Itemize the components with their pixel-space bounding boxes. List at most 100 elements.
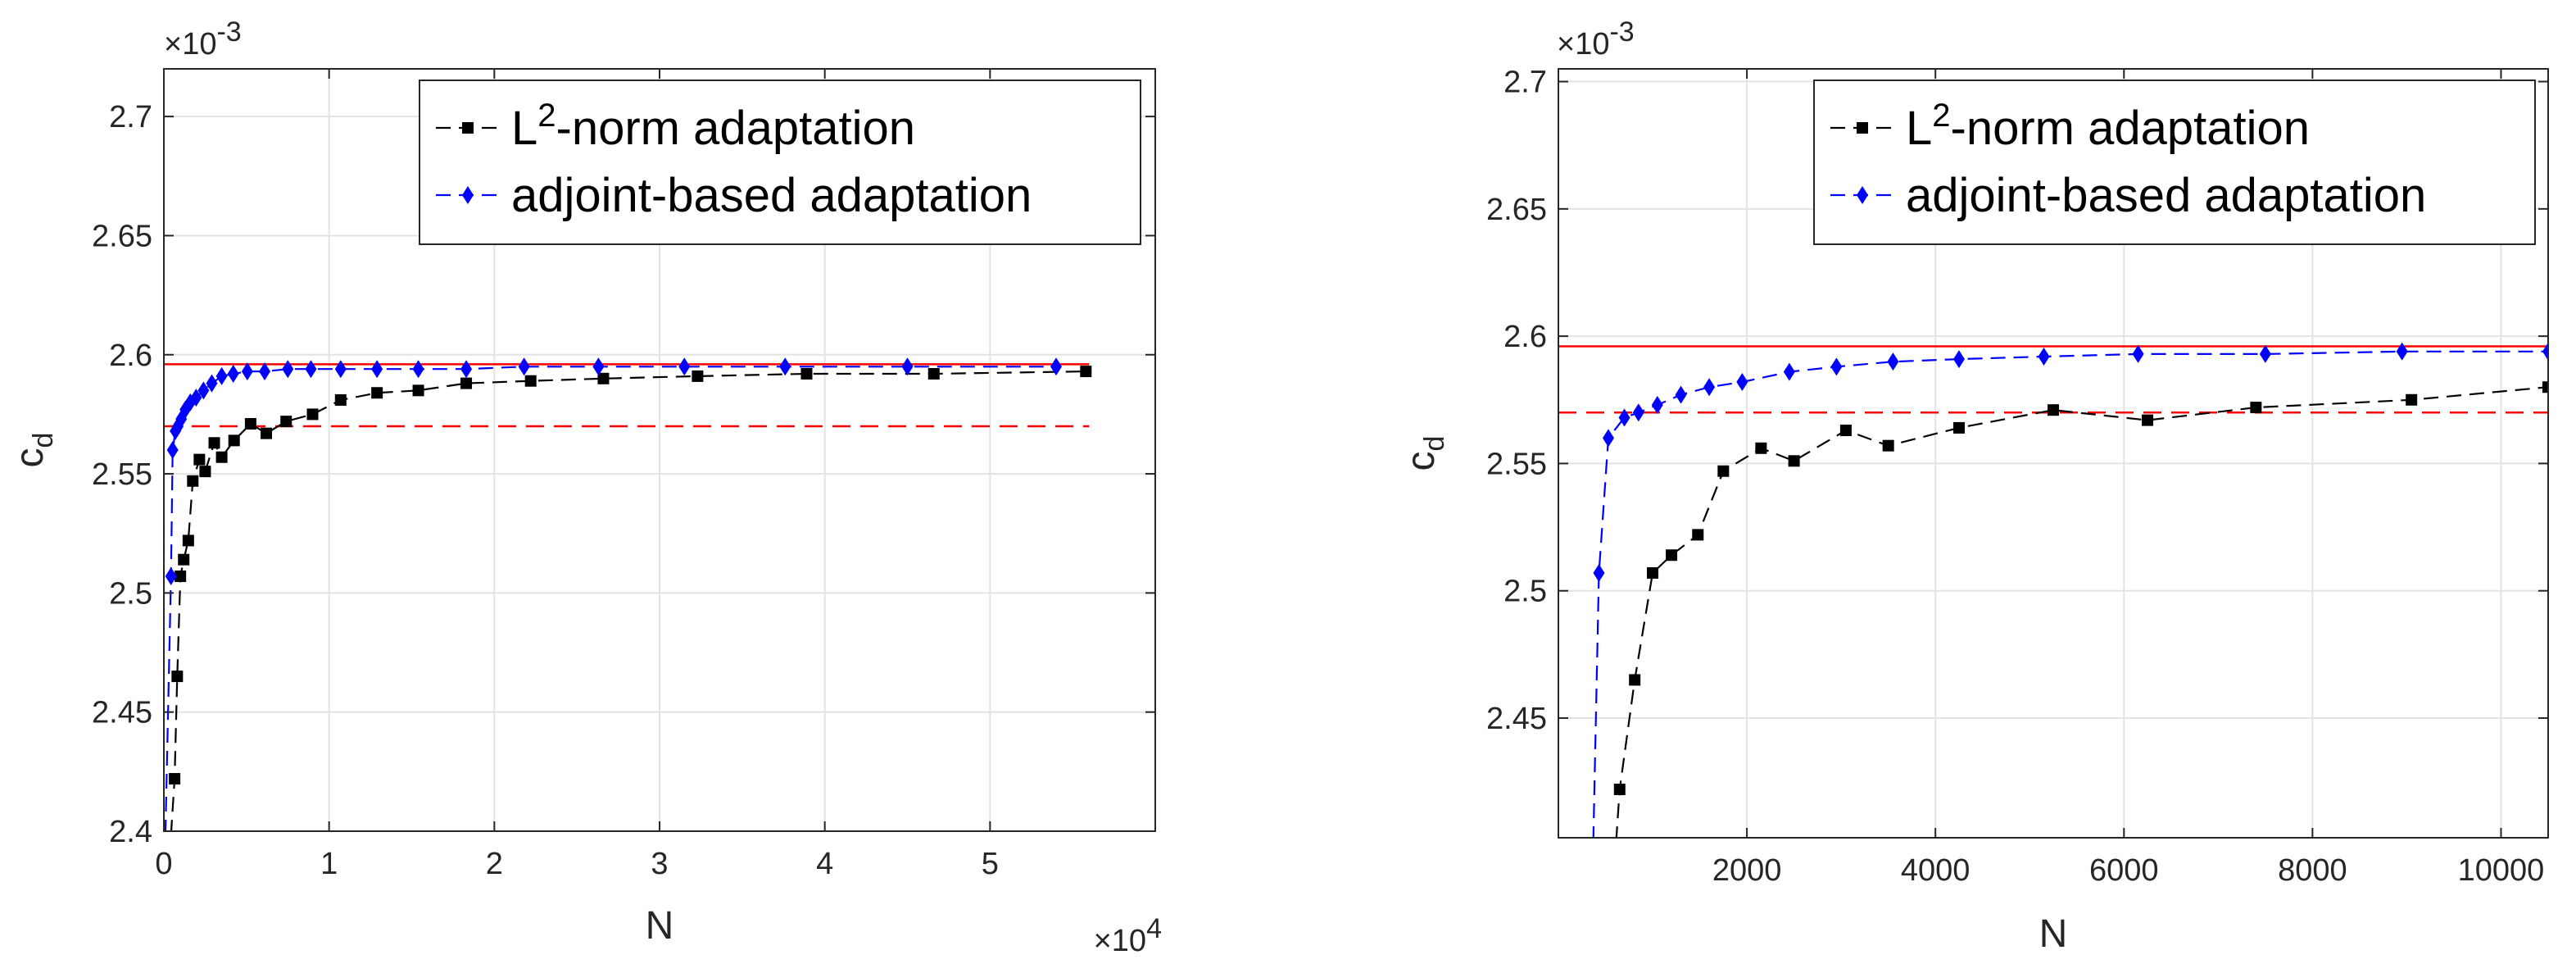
data-point-square <box>199 466 211 478</box>
legend-label: adjoint-based adaptation <box>1906 169 2426 222</box>
series-l2-norm <box>169 366 1092 831</box>
y-multiplier: ×10-3 <box>1557 16 1635 61</box>
x-tick-label: 5 <box>982 847 999 881</box>
data-point-square <box>1692 529 1704 541</box>
data-point-diamond <box>1602 429 1614 448</box>
data-point-square <box>597 372 610 384</box>
data-point-diamond <box>215 366 228 385</box>
y-tick-label: 2.45 <box>1486 702 1547 736</box>
x-axis-label: N <box>646 904 674 948</box>
data-point-diamond <box>2396 342 2408 361</box>
x-multiplier: ×104 <box>1094 913 1162 958</box>
data-point-diamond <box>282 360 294 379</box>
x-tick-label: 4000 <box>1901 853 1971 888</box>
y-tick-label: 2.6 <box>109 339 152 373</box>
data-point-square <box>208 437 220 449</box>
data-point-square <box>182 534 194 547</box>
y-multiplier: ×10-3 <box>164 16 242 61</box>
data-point-diamond <box>412 360 424 379</box>
legend-item: L2-norm adaptation <box>436 98 915 155</box>
x-tick-label: 0 <box>155 847 172 881</box>
legend-item: L2-norm adaptation <box>1830 98 2310 155</box>
y-tick-label: 2.4 <box>109 815 152 849</box>
x-axis-label: N <box>2039 912 2068 956</box>
data-point-square <box>2542 381 2548 393</box>
data-point-square <box>193 453 206 466</box>
data-point-square <box>800 368 813 380</box>
x-tick-label: 1 <box>320 847 338 881</box>
x-axis-ticks: 0 1 2 3 4 5 <box>155 69 999 881</box>
data-point-square <box>244 418 256 430</box>
data-point-diamond <box>166 441 179 459</box>
y-axis-label: cd <box>8 433 59 468</box>
data-point-square <box>1629 674 1641 686</box>
legend-marker-square <box>462 122 474 134</box>
data-point-diamond <box>2132 344 2144 363</box>
data-point-square <box>2142 414 2154 426</box>
data-point-diamond <box>779 357 791 376</box>
legend: L2-norm adaptation adjoint-based adaptati… <box>419 80 1141 245</box>
data-point-diamond <box>1593 563 1605 582</box>
y-tick-label: 2.65 <box>1486 193 1547 227</box>
data-point-diamond <box>2038 347 2050 366</box>
y-axis-label: cd <box>1399 436 1450 471</box>
data-point-square <box>1666 549 1678 562</box>
chart-1: 0 1 2 3 4 5 2.4 2.45 2.5 2.55 2.6 2.65 2.7 Ncd ×10-3 ×1… <box>8 16 1162 958</box>
data-point-square <box>334 393 347 406</box>
data-point-diamond <box>1887 352 1899 371</box>
data-point-square <box>460 377 473 389</box>
legend-box <box>1813 80 2536 245</box>
x-tick-label: 4 <box>816 847 833 881</box>
data-point-diamond <box>678 357 691 376</box>
legend: L2-norm adaptation adjoint-based adaptati… <box>1813 80 2536 245</box>
data-point-diamond <box>1952 350 1965 369</box>
data-point-square <box>2250 402 2262 414</box>
legend-item: adjoint-based adaptation <box>436 169 1032 222</box>
y-tick-label: 2.5 <box>1503 575 1547 609</box>
data-point-diamond <box>1651 395 1663 414</box>
data-point-square <box>1882 439 1894 452</box>
legend-item: adjoint-based adaptation <box>1830 169 2426 222</box>
data-point-diamond <box>1736 373 1748 392</box>
plot-content <box>164 357 1092 831</box>
data-point-diamond <box>518 357 530 376</box>
x-tick-label: 3 <box>651 847 668 881</box>
data-point-square <box>1717 465 1730 477</box>
data-point-diamond <box>1632 403 1644 422</box>
y-tick-label: 2.7 <box>109 100 152 134</box>
data-point-square <box>261 427 273 439</box>
data-point-square <box>1952 421 1965 434</box>
data-point-square <box>927 368 940 380</box>
data-point-square <box>175 571 187 583</box>
axes-box <box>1558 68 2549 839</box>
legend-marker-diamond <box>462 186 474 204</box>
data-point-diamond <box>241 362 253 381</box>
data-point-square <box>1080 366 1092 378</box>
data-point-square <box>280 416 293 428</box>
y-axis-ticks: 2.4 2.45 2.5 2.55 2.6 2.65 2.7 <box>92 100 1155 849</box>
data-point-diamond <box>371 360 383 379</box>
series-adjoint-based <box>164 357 1062 831</box>
data-point-square <box>524 375 537 387</box>
data-point-diamond <box>1618 408 1630 427</box>
data-point-diamond <box>592 357 605 376</box>
series-adjoint-based <box>1592 342 2548 838</box>
data-point-square <box>1788 455 1800 467</box>
data-point-square <box>1755 442 1767 454</box>
data-point-diamond <box>197 381 210 400</box>
legend-label: L2-norm adaptation <box>511 98 915 155</box>
data-point-diamond <box>1830 357 1843 376</box>
legend-label: L2-norm adaptation <box>1906 98 2310 155</box>
x-axis-ticks: 2000 4000 6000 8000 10000 <box>1712 69 2544 888</box>
data-point-square <box>187 475 199 487</box>
data-point-diamond <box>2259 344 2271 363</box>
data-point-diamond <box>305 360 317 379</box>
series-line <box>1615 386 2548 838</box>
data-point-diamond <box>1783 362 1795 381</box>
y-tick-label: 2.55 <box>1486 447 1547 481</box>
x-tick-label: 10000 <box>2458 853 2545 888</box>
data-point-square <box>228 434 240 447</box>
data-point-square <box>692 370 704 382</box>
data-point-diamond <box>190 389 202 407</box>
